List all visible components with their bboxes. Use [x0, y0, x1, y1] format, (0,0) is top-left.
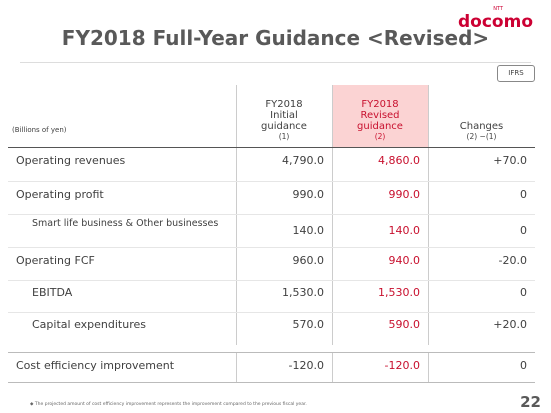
- logo-small: NTT: [493, 6, 503, 12]
- column-divider: [236, 85, 237, 345]
- row-rule: [8, 181, 535, 182]
- cell-value: 1,530.0: [282, 286, 324, 299]
- cell-value: 940.0: [388, 254, 421, 267]
- title-rule: [20, 62, 531, 63]
- cell-value: 0: [520, 286, 527, 299]
- column-header: Changes (2) −(1): [428, 85, 535, 145]
- highlight: [332, 85, 428, 147]
- column-divider: [428, 85, 429, 345]
- cell-value: 990.0: [292, 188, 325, 201]
- badge: IFRS: [497, 65, 535, 82]
- header-rule: [8, 147, 535, 148]
- column-divider: [332, 85, 333, 345]
- cell-value: +70.0: [493, 154, 527, 167]
- cell-value: +20.0: [493, 318, 527, 331]
- row-label: Operating FCF: [16, 254, 95, 267]
- cell-value: 590.0: [388, 318, 421, 331]
- column-label: FY2018 Initial guidance: [261, 99, 307, 132]
- column-divider: [332, 352, 333, 382]
- column-divider: [236, 352, 237, 382]
- row-rule: [8, 280, 535, 281]
- cell-value: 4,860.0: [378, 154, 420, 167]
- row-rule: [8, 352, 535, 353]
- row-label: EBITDA: [32, 286, 73, 299]
- column-note: (1): [278, 132, 290, 141]
- row-rule: [8, 247, 535, 248]
- cell-value: 0: [520, 188, 527, 201]
- cell-value: 960.0: [292, 254, 325, 267]
- cell-value: 4,790.0: [282, 154, 324, 167]
- column-header: FY2018 Revised guidance (2): [332, 85, 428, 145]
- column-header: FY2018 Initial guidance (1): [236, 85, 332, 145]
- row-rule: [8, 214, 535, 215]
- cell-value: -120.0: [384, 359, 420, 372]
- cell-value: -120.0: [288, 359, 324, 372]
- cell-value: -20.0: [498, 254, 527, 267]
- row-rule: [8, 312, 535, 313]
- cell-value: 570.0: [292, 318, 325, 331]
- title: FY2018 Full-Year Guidance <Revised>: [61, 26, 490, 50]
- cell-value: 140.0: [292, 224, 325, 237]
- row-rule: [8, 382, 535, 383]
- column-label: Changes: [459, 121, 504, 132]
- cell-value: 990.0: [388, 188, 421, 201]
- row-label: Capital expenditures: [32, 318, 146, 331]
- cell-value: 140.0: [388, 224, 421, 237]
- column-note: (2) −(1): [466, 132, 497, 141]
- cell-value: 1,530.0: [378, 286, 420, 299]
- page-number: 22: [520, 393, 541, 411]
- footnote: ◆ The projected amount of cost efficienc…: [30, 402, 307, 407]
- row-label: Operating profit: [16, 188, 104, 201]
- row-label: Operating revenues: [16, 154, 126, 167]
- unit: (Billions of yen): [12, 126, 67, 134]
- column-divider: [428, 352, 429, 382]
- column-note: (2): [374, 132, 386, 141]
- footnote-text: The projected amount of cost efficiency …: [34, 402, 307, 407]
- row-label: Cost efficiency improvement: [16, 359, 175, 372]
- cell-value: 0: [520, 224, 527, 237]
- cell-value: 0: [520, 359, 527, 372]
- column-label: FY2018 Revised guidance: [357, 99, 403, 132]
- logo: docomo: [458, 12, 533, 32]
- row-label: Smart life business & Other businesses: [32, 218, 219, 229]
